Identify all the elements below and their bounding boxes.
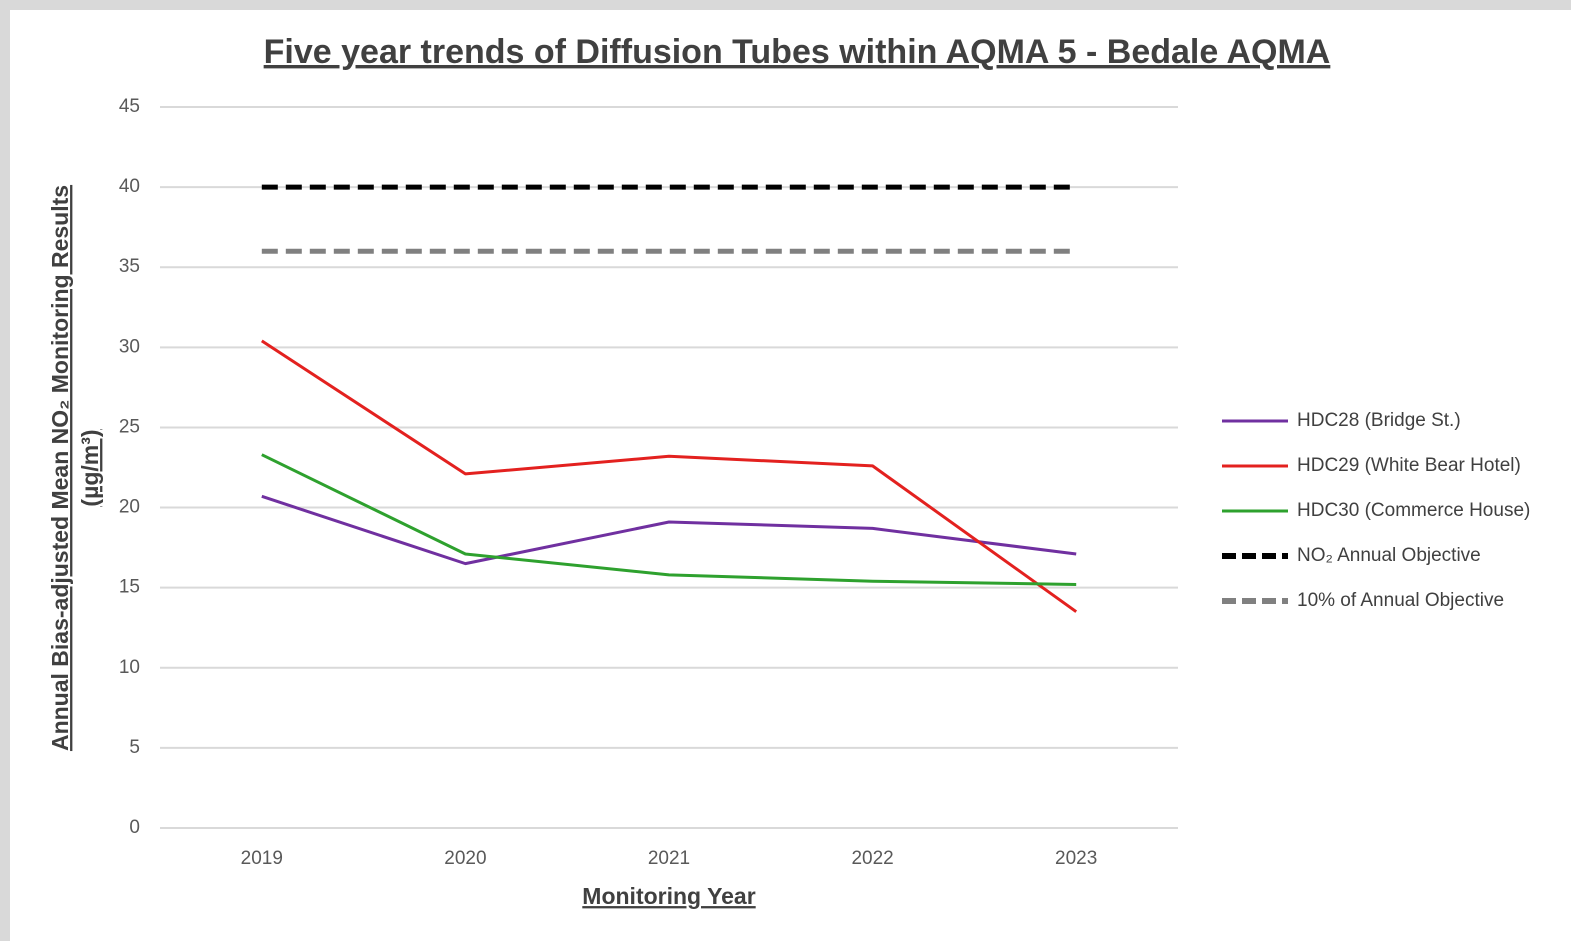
y-tick-label: 15	[119, 577, 140, 598]
y-tick-label: 40	[119, 176, 140, 197]
chart-title: Five year trends of Diffusion Tubes with…	[264, 33, 1331, 71]
x-tick-label: 2022	[851, 848, 893, 869]
series-line	[261, 494, 1077, 566]
y-axis-title: (µg/m³)	[77, 429, 103, 506]
y-axis-title: Annual Bias-adjusted Mean NO₂ Monitoring…	[47, 185, 73, 751]
legend-label: HDC30 (Commerce House)	[1297, 500, 1530, 521]
x-tick-label: 2020	[444, 848, 486, 869]
y-tick-label: 45	[119, 96, 140, 117]
y-tick-label: 10	[119, 657, 140, 678]
y-tick-label: 35	[119, 256, 140, 277]
legend-label: NO₂ Annual Objective	[1297, 545, 1481, 566]
y-tick-label: 5	[129, 737, 140, 758]
x-axis-title: Monitoring Year	[582, 883, 755, 909]
legend-label: HDC29 (White Bear Hotel)	[1297, 455, 1521, 476]
x-tick-label: 2019	[241, 848, 283, 869]
legend-label: 10% of Annual Objective	[1297, 590, 1504, 611]
x-tick-label: 2021	[648, 848, 690, 869]
chart-area	[10, 10, 1571, 941]
y-tick-label: 25	[119, 416, 140, 437]
legend-label: HDC28 (Bridge St.)	[1297, 410, 1461, 431]
series-line	[260, 339, 1078, 613]
y-tick-label: 20	[119, 497, 140, 518]
series-line	[261, 453, 1077, 586]
y-tick-label: 30	[119, 336, 140, 357]
x-tick-label: 2023	[1055, 848, 1097, 869]
y-tick-label: 0	[129, 817, 140, 838]
